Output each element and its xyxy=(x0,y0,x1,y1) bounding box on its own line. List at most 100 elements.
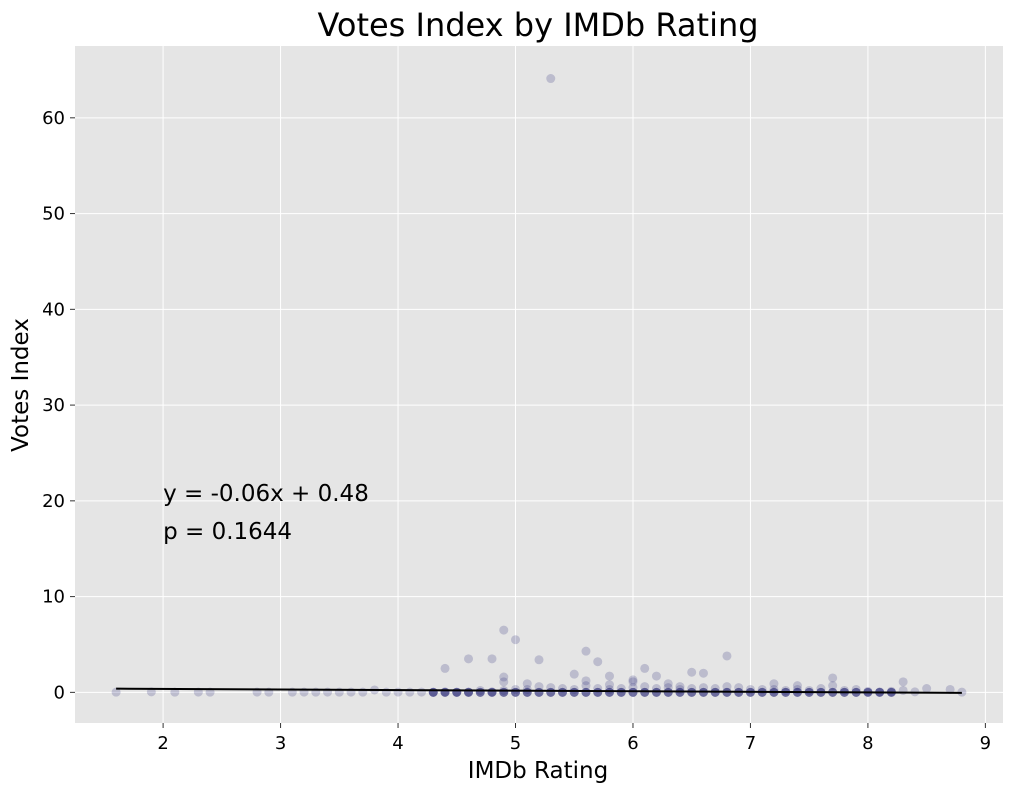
scatter-point xyxy=(534,687,544,697)
scatter-point xyxy=(569,687,579,697)
scatter-point xyxy=(487,687,497,697)
scatter-point xyxy=(557,687,567,697)
x-tick-label: 4 xyxy=(392,733,403,754)
scatter-point xyxy=(604,680,614,690)
scatter-point xyxy=(628,675,638,685)
scatter-point xyxy=(898,685,908,695)
scatter-point xyxy=(440,687,450,697)
regression-line xyxy=(116,687,962,694)
scatter-point xyxy=(628,677,638,687)
scatter-point xyxy=(534,655,544,665)
scatter-point xyxy=(511,635,521,645)
scatter-point xyxy=(828,681,838,691)
scatter-point xyxy=(428,687,438,697)
scatter-point xyxy=(651,687,661,697)
scatter-point xyxy=(769,679,779,689)
scatter-point xyxy=(522,679,532,689)
scatter-point xyxy=(663,679,673,689)
scatter-point xyxy=(628,687,638,697)
scatter-point xyxy=(616,687,626,697)
regression-annotation: p = 0.1644 xyxy=(163,519,292,545)
scatter-point xyxy=(628,687,638,697)
scatter-point xyxy=(945,684,955,694)
scatter-point xyxy=(628,683,638,693)
x-tick-label: 9 xyxy=(980,733,991,754)
scatter-point xyxy=(522,687,532,697)
scatter-point xyxy=(111,687,121,697)
axis-ticks: 2 3 4 5 6 7 8 9 0 10 20 30 40 50 60 xyxy=(42,108,991,754)
chart-title: Votes Index by IMDb Rating xyxy=(317,6,758,44)
plot-area xyxy=(75,46,1003,723)
annotations: y = -0.06x + 0.48 p = 0.1644 xyxy=(163,481,369,545)
scatter-point xyxy=(816,684,826,694)
scatter-point xyxy=(640,687,650,697)
scatter-point xyxy=(698,683,708,693)
scatter-point xyxy=(499,672,509,682)
y-tick-label: 40 xyxy=(42,299,65,320)
scatter-point xyxy=(722,682,732,692)
scatter-point xyxy=(616,687,626,697)
scatter-point xyxy=(440,663,450,673)
scatter-point xyxy=(511,684,521,694)
scatter-point xyxy=(640,687,650,697)
scatter-point xyxy=(522,684,532,694)
y-tick-label: 0 xyxy=(54,682,65,703)
scatter-point xyxy=(898,677,908,687)
scatter-point xyxy=(464,654,474,664)
y-tick-label: 30 xyxy=(42,395,65,416)
scatter-point xyxy=(651,687,661,697)
y-tick-label: 50 xyxy=(42,204,65,225)
scatter-point xyxy=(499,625,509,635)
scatter-point xyxy=(581,687,591,697)
scatter-point xyxy=(687,667,697,677)
scatter-point xyxy=(640,682,650,692)
scatter-point xyxy=(511,687,521,697)
grid xyxy=(75,46,1003,723)
scatter-point xyxy=(663,683,673,693)
scatter-point xyxy=(581,646,591,656)
x-tick-label: 3 xyxy=(275,733,286,754)
y-tick-label: 10 xyxy=(42,587,65,608)
scatter-point xyxy=(499,687,509,697)
regression-annotation: y = -0.06x + 0.48 xyxy=(163,481,369,507)
scatter-point xyxy=(546,74,556,84)
x-tick-label: 2 xyxy=(157,733,168,754)
scatter-point xyxy=(722,651,732,661)
scatter-point xyxy=(452,687,462,697)
scatter-point xyxy=(651,687,661,697)
y-tick-label: 60 xyxy=(42,108,65,129)
scatter-point xyxy=(405,687,415,697)
scatter-point xyxy=(475,687,485,697)
x-tick-label: 7 xyxy=(745,733,756,754)
scatter-point xyxy=(616,687,626,697)
scatter-point xyxy=(593,657,603,667)
y-tick-label: 20 xyxy=(42,491,65,512)
scatter-point xyxy=(698,668,708,678)
scatter-point xyxy=(628,687,638,697)
scatter-point xyxy=(534,682,544,692)
scatter-point xyxy=(581,681,591,691)
scatter-point xyxy=(417,687,427,697)
scatter-point xyxy=(640,663,650,673)
x-tick-label: 5 xyxy=(510,733,521,754)
scatter-point xyxy=(464,687,474,697)
scatter-point xyxy=(651,687,661,697)
scatter-point xyxy=(604,687,614,697)
scatter-point xyxy=(640,687,650,697)
scatter-point xyxy=(734,683,744,693)
scatter-point xyxy=(604,671,614,681)
scatter-point xyxy=(675,682,685,692)
x-tick-label: 6 xyxy=(627,733,638,754)
scatter-point xyxy=(499,677,509,687)
scatter-point xyxy=(886,686,896,696)
scatter-point xyxy=(792,681,802,691)
scatter-point xyxy=(569,669,579,679)
x-axis-label: IMDb Rating xyxy=(468,758,608,784)
scatter-point xyxy=(616,687,626,697)
scatter-point xyxy=(628,687,638,697)
scatter-point xyxy=(393,687,403,697)
scatter-point xyxy=(922,684,932,694)
scatter-point xyxy=(546,687,556,697)
scatter-point xyxy=(487,654,497,664)
